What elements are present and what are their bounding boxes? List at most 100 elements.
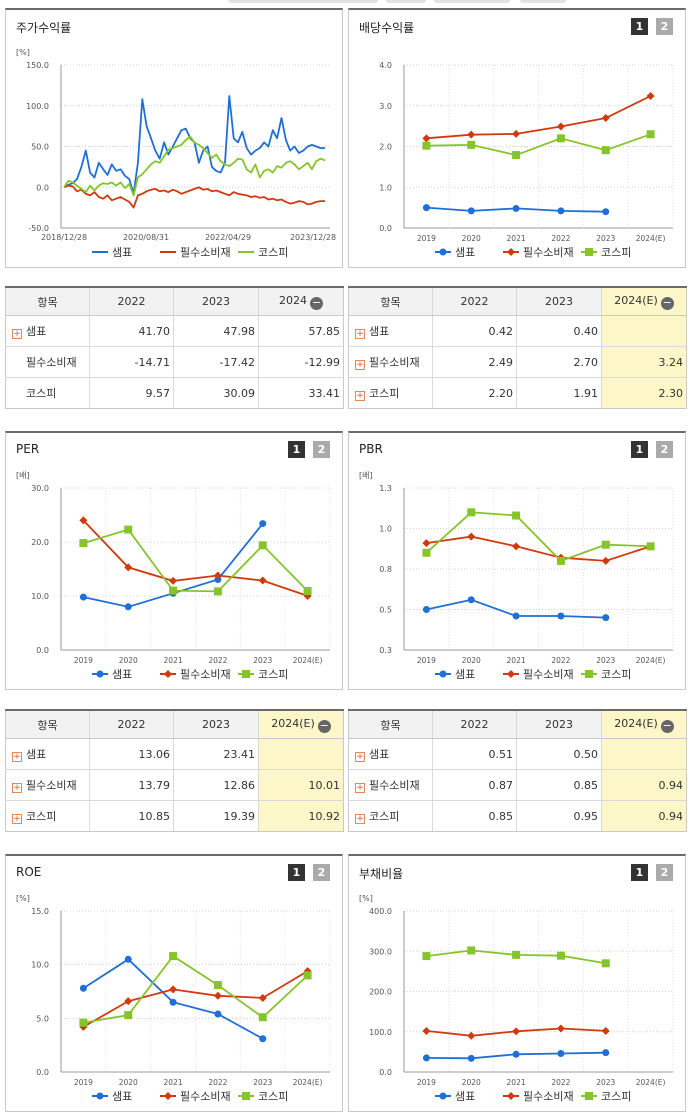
expand-icon[interactable]: + — [355, 783, 365, 793]
legend-label: 샘표 — [455, 1090, 475, 1103]
pbr-chart: [배] 1.3 1.0 0.8 0.5 0.3 2019 2020 2021 2022 2023 20… — [359, 471, 674, 681]
expand-icon[interactable]: + — [355, 391, 365, 401]
series-2 — [79, 516, 312, 600]
collapse-icon[interactable]: − — [660, 718, 674, 733]
data-point — [303, 587, 312, 596]
cell: 0.40 — [516, 315, 602, 347]
pbr-table: 항목 2022 2023 2024(E) − + 샘표 0.51 0.50 + 필수소… — [348, 709, 687, 832]
stock-return-table: 항목 2022 2023 2024− + 샘표 41.70 47.98 57.85… — [5, 286, 344, 409]
tab-button-2[interactable]: 2 — [313, 864, 330, 881]
data-point — [79, 593, 87, 601]
cell-estimate: 0.94 — [601, 800, 687, 832]
x-tick-label: 2019 — [417, 234, 436, 243]
y-tick-label: 50.0 — [31, 143, 49, 152]
expand-icon[interactable]: + — [355, 329, 365, 339]
row-label: 코스피 — [5, 377, 90, 409]
y-tick-label: 0.0 — [36, 1068, 49, 1077]
legend-label: 필수소비재 — [180, 668, 231, 681]
data-point — [512, 151, 521, 160]
tab-button-1[interactable]: 1 — [631, 441, 648, 458]
column-header-label: 2024 — [279, 293, 307, 307]
data-point — [439, 1092, 447, 1100]
series-3 — [79, 952, 312, 1027]
data-point — [258, 993, 267, 1002]
per-table: 항목 2022 2023 2024(E) − + 샘표 13.06 23.41 + 필… — [5, 709, 344, 832]
axis-unit: [%] — [16, 894, 30, 903]
data-point — [422, 1054, 430, 1062]
data-point — [124, 997, 133, 1006]
y-tick-label: 0.5 — [379, 606, 392, 615]
row-label-text: 코스피 — [26, 387, 57, 400]
tab-button-2[interactable]: 2 — [313, 441, 330, 458]
data-point — [169, 985, 178, 994]
column-header: 항목 — [5, 709, 90, 739]
data-point — [213, 991, 222, 1000]
panel-title: 배당수익률 — [359, 21, 415, 35]
table-row: + 샘표 0.51 0.50 — [348, 738, 687, 770]
legend-label: 필수소비재 — [523, 246, 574, 259]
collapse-icon[interactable]: − — [310, 295, 323, 310]
table-row: + 코스피 2.20 1.91 2.30 — [348, 377, 687, 409]
data-point — [602, 1049, 610, 1057]
tab-button-1[interactable]: 1 — [288, 441, 305, 458]
data-point — [422, 952, 431, 961]
data-point — [258, 576, 267, 585]
tab-button-1[interactable]: 1 — [288, 864, 305, 881]
row-label-text: 코스피 — [369, 387, 400, 400]
data-point — [585, 248, 593, 256]
data-point — [467, 1054, 475, 1062]
collapse-icon[interactable]: − — [660, 295, 674, 310]
cell: 19.39 — [173, 800, 259, 832]
data-point — [213, 587, 222, 596]
expand-icon[interactable]: + — [12, 329, 22, 339]
legend-label: 필수소비재 — [523, 668, 574, 681]
cell-estimate — [601, 315, 687, 347]
legend-label: 코스피 — [601, 668, 631, 681]
x-tick-label: 2020 — [462, 234, 481, 243]
expand-icon[interactable]: + — [12, 752, 22, 762]
tab-button-2[interactable]: 2 — [656, 18, 673, 35]
cell: -17.42 — [173, 346, 259, 378]
y-tick-label: 0.0 — [36, 183, 49, 192]
y-tick-label: 300.0 — [369, 947, 392, 956]
tab-button-2[interactable]: 2 — [656, 864, 673, 881]
data-point — [169, 952, 178, 961]
column-header-label: 2024(E) — [614, 716, 658, 730]
data-point — [439, 670, 447, 678]
data-point — [646, 542, 655, 551]
x-tick-label: 2020/08/31 — [123, 233, 169, 242]
per-chart: [배]30.0 20.0 10.0 0.0 2019 2020 2021 2022 2023 20… — [16, 471, 331, 681]
table-row: + 필수소비재 0.87 0.85 0.94 — [348, 769, 687, 801]
roe-panel: ROE 1 2 [%] 15.0 10.0 5.0 0.0 2019 2020 2021 202… — [5, 854, 343, 1112]
data-point — [467, 130, 476, 139]
cell: 23.41 — [173, 738, 259, 770]
collapse-icon[interactable]: − — [317, 718, 331, 733]
expand-icon[interactable]: + — [355, 360, 365, 370]
x-tick-label: 2023 — [596, 234, 615, 243]
series-3 — [63, 135, 326, 197]
data-point — [467, 596, 475, 604]
expand-icon[interactable]: + — [12, 814, 22, 824]
per-panel: PER 1 2 [배] 30.0 20.0 10.0 0.0 2019 2020 2021 20… — [5, 431, 343, 690]
expand-icon[interactable]: + — [12, 783, 22, 793]
data-point — [467, 946, 476, 955]
row-label-text: 필수소비재 — [26, 779, 77, 792]
row-label-text: 코스피 — [26, 810, 57, 823]
x-tick-label: 2023 — [596, 1078, 615, 1087]
expand-icon[interactable]: + — [355, 752, 365, 762]
column-header: 2022 — [432, 709, 517, 739]
tab-button-2[interactable]: 2 — [656, 441, 673, 458]
panel-title: 부채비율 — [359, 867, 404, 881]
tab-button-1[interactable]: 1 — [631, 18, 648, 35]
row-label: + 필수소비재 — [348, 346, 433, 378]
debt-ratio-chart: [%] 400.0 300.0 200.0 100.0 0.0 2019 2020 2021 20… — [359, 894, 674, 1103]
y-tick-label: 100.0 — [369, 1028, 392, 1037]
cell: 41.70 — [89, 315, 174, 347]
data-point — [556, 1024, 565, 1033]
tab-button-1[interactable]: 1 — [631, 864, 648, 881]
data-point — [422, 134, 431, 143]
table-row: + 샘표 41.70 47.98 57.85 — [5, 315, 344, 347]
expand-icon[interactable]: + — [355, 814, 365, 824]
y-tick-label: 1.0 — [379, 525, 392, 534]
legend: 샘표 필수소비재 코스피 — [435, 668, 631, 681]
